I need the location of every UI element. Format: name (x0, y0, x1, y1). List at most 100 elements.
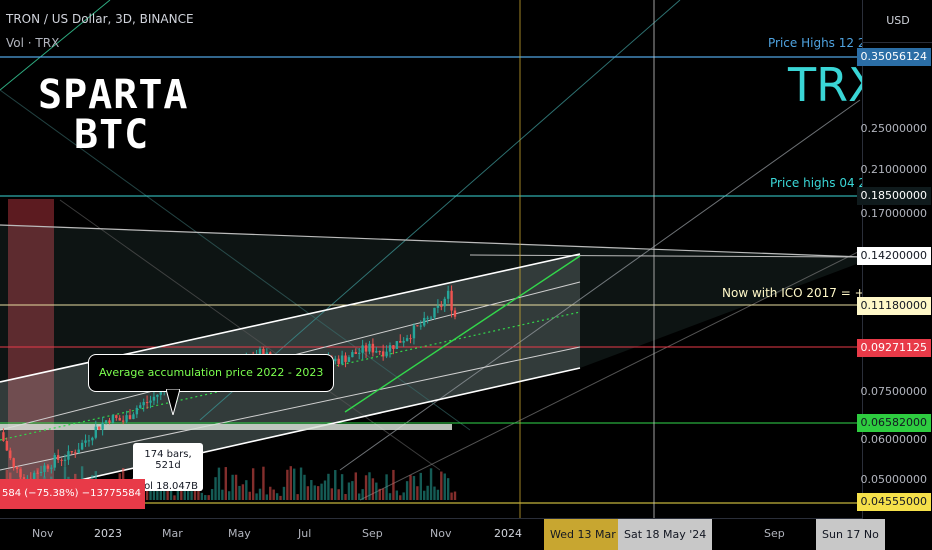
price-axis[interactable]: USD 0.35056124 0.18500000 0.14200000 0.1118… (856, 0, 932, 550)
time-label: Nov (430, 527, 452, 540)
volume-bar (340, 474, 344, 500)
currency-selector[interactable]: USD (863, 0, 932, 43)
volume-bar (453, 491, 457, 500)
time-axis[interactable]: Nov2023MarMayJulSepNov2024JulSepWed 13 M… (0, 518, 885, 550)
volume-bar (173, 495, 176, 500)
volume-bar (358, 493, 361, 500)
volume-bar (282, 486, 286, 500)
time-label: Sep (362, 527, 383, 540)
candle-body (70, 451, 74, 453)
price-tick: 0.17000000 (860, 207, 927, 220)
volume-bar (395, 490, 399, 500)
volume-bar (245, 480, 248, 500)
diag-line (199, 0, 681, 421)
volume-bar (221, 489, 224, 500)
volume-bar (176, 484, 180, 500)
volume-bar (251, 468, 255, 500)
candle-body (63, 459, 67, 461)
candle-body (108, 420, 111, 423)
candle-body (340, 355, 344, 364)
candle-body (375, 351, 378, 353)
volume-bar (299, 467, 303, 500)
volume-bar (405, 481, 409, 500)
volume-bar (361, 489, 364, 500)
volume-bar (306, 486, 310, 500)
candle-body (409, 338, 412, 340)
time-label: 2024 (494, 527, 522, 540)
candle-body (371, 343, 375, 353)
volume-bar (310, 480, 313, 500)
candle-body (121, 420, 125, 422)
diag-line (359, 249, 862, 501)
volume-bar (429, 468, 433, 500)
candle-body (39, 471, 43, 473)
time-label: May (228, 527, 251, 540)
volume-bar (402, 492, 405, 500)
candle-body (46, 465, 50, 469)
candle-body (94, 426, 97, 438)
candle-body (450, 290, 453, 311)
volume-bar (320, 483, 323, 500)
volume-bar (289, 466, 292, 500)
price-label: 0.11180000 (856, 297, 931, 315)
candle-body (412, 325, 416, 339)
candle-body (419, 325, 422, 327)
candle-body (385, 351, 388, 357)
candle-body (337, 358, 340, 364)
candle-body (132, 414, 135, 420)
price-tick: 0.25000000 (860, 122, 927, 135)
candle-body (334, 358, 337, 362)
price-label: 0.14200000 (856, 247, 931, 265)
volume-bar (433, 486, 436, 500)
candle-body (135, 407, 139, 415)
price-tick: 0.21000000 (860, 163, 927, 176)
volume-bar (419, 472, 422, 500)
candle-body (392, 345, 395, 350)
volume-bar (234, 474, 238, 500)
volume-bar (327, 473, 330, 500)
chart-title: TRON / US Dollar, 3D, BINANCE (6, 12, 194, 26)
candle-body (104, 420, 108, 423)
volume-bar (255, 493, 258, 500)
volume-bar (436, 489, 440, 500)
volume-bar (426, 485, 429, 500)
candle-body (80, 442, 84, 450)
candle-body (91, 437, 94, 441)
diag-line (0, 0, 111, 91)
candle-body (98, 426, 101, 430)
volume-bar (351, 481, 354, 500)
candle-body (423, 317, 426, 326)
volume-bar (347, 482, 351, 500)
volume-bar (323, 480, 327, 500)
candle-body (152, 396, 156, 401)
volume-bar (279, 495, 282, 500)
volume-bar (258, 488, 262, 500)
candle-body (368, 343, 371, 352)
candle-body (9, 450, 12, 459)
candle-body (125, 415, 128, 422)
candle-body (436, 305, 440, 308)
volume-bar (204, 495, 207, 500)
time-marker-label: Sun 17 No (816, 519, 885, 550)
volume-bar (381, 488, 385, 500)
candle-body (74, 452, 77, 454)
candle-body (361, 345, 364, 353)
candle-body (258, 348, 262, 356)
candle-body (101, 422, 104, 430)
candle-body (443, 298, 446, 307)
volume-bar (392, 469, 395, 500)
volume-bar (354, 472, 357, 500)
candle-body (446, 290, 450, 299)
volume-bar (412, 476, 416, 500)
volume-bar (145, 483, 149, 500)
logo-line2: BTC (74, 112, 150, 158)
volume-bar (375, 482, 378, 500)
volume-bar (228, 491, 231, 500)
annotation-price-highs-2021: Price highs 04 2021 (770, 176, 889, 190)
candle-body (145, 402, 149, 404)
volume-bar (286, 469, 289, 500)
time-label: 2023 (94, 527, 122, 540)
volume-bar (272, 489, 275, 500)
candle-body (405, 338, 409, 341)
